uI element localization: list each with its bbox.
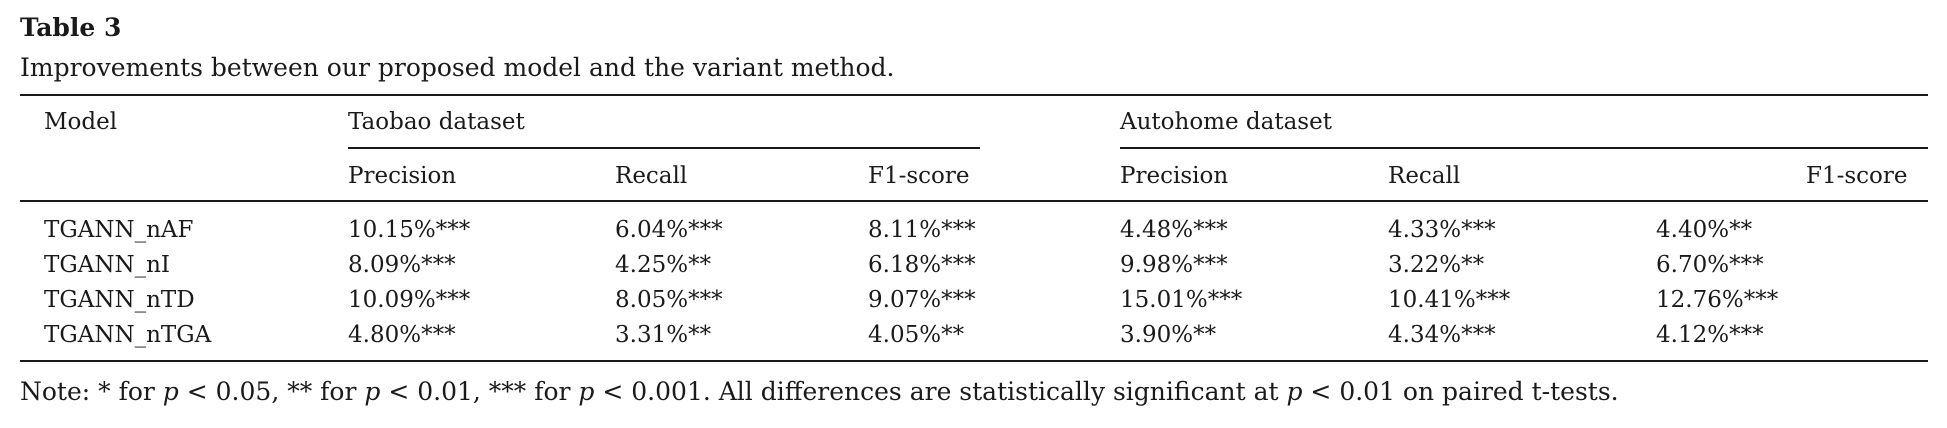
table-cell: 8.05%*** (615, 287, 723, 313)
note-p: p (364, 377, 381, 406)
table-cell: 3.31%** (615, 322, 712, 348)
table-row-model: TGANN_nI (44, 252, 170, 278)
table-cell: 8.09%*** (348, 252, 456, 278)
table-cell: 10.15%*** (348, 217, 471, 243)
table-caption: Improvements between our proposed model … (20, 53, 895, 82)
table-label: Table 3 (20, 13, 122, 42)
note-p: p (162, 377, 179, 406)
note-p: p (578, 377, 595, 406)
table-cell: 12.76%*** (1656, 287, 1779, 313)
table-cell: 10.41%*** (1388, 287, 1511, 313)
table-row-model: TGANN_nTGA (44, 322, 212, 348)
table-cell: 9.98%*** (1120, 252, 1228, 278)
header-taobao-f1: F1-score (868, 163, 970, 189)
table-cell: 4.48%*** (1120, 217, 1228, 243)
table-row-model: TGANN_nTD (44, 287, 195, 313)
header-autohome-recall: Recall (1388, 163, 1461, 189)
header-taobao-precision: Precision (348, 163, 457, 189)
table-cell: 3.90%** (1120, 322, 1217, 348)
header-group-autohome: Autohome dataset (1120, 109, 1332, 135)
group-rule-taobao (348, 147, 980, 149)
table-cell: 4.40%** (1656, 217, 1753, 243)
table-cell: 4.25%** (615, 252, 712, 278)
note-text: < 0.05, ** for (178, 377, 365, 406)
note-p: p (1286, 377, 1303, 406)
table-cell: 4.12%*** (1656, 322, 1764, 348)
table-cell: 3.22%** (1388, 252, 1485, 278)
header-autohome-precision: Precision (1120, 163, 1229, 189)
header-taobao-recall: Recall (615, 163, 688, 189)
table-cell: 10.09%*** (348, 287, 471, 313)
table-cell: 4.34%*** (1388, 322, 1496, 348)
top-rule (20, 94, 1928, 96)
bottom-rule (20, 360, 1928, 362)
table-cell: 15.01%*** (1120, 287, 1243, 313)
table-cell: 9.07%*** (868, 287, 976, 313)
table-cell: 6.18%*** (868, 252, 976, 278)
table-cell: 4.80%*** (348, 322, 456, 348)
header-group-taobao: Taobao dataset (348, 109, 525, 135)
note-text: Note: * for (20, 377, 163, 406)
table-cell: 8.11%*** (868, 217, 976, 243)
note-text: < 0.01, *** for (380, 377, 579, 406)
header-autohome-f1: F1-score (1806, 163, 1908, 189)
header-rule (20, 200, 1928, 202)
note-text: < 0.001. All differences are statistical… (594, 377, 1287, 406)
note-text: < 0.01 on paired t-tests. (1302, 377, 1619, 406)
table-cell: 6.04%*** (615, 217, 723, 243)
table-cell: 4.33%*** (1388, 217, 1496, 243)
table-row-model: TGANN_nAF (44, 217, 194, 243)
table-cell: 6.70%*** (1656, 252, 1764, 278)
table-cell: 4.05%** (868, 322, 965, 348)
group-rule-autohome (1120, 147, 1928, 149)
table-note: Note: * for p < 0.05, ** for p < 0.01, *… (20, 375, 1619, 409)
header-model: Model (44, 109, 118, 135)
